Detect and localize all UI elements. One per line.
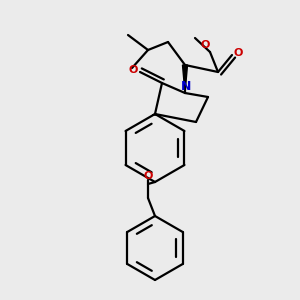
Polygon shape: [182, 65, 188, 93]
Text: N: N: [181, 80, 191, 94]
Text: O: O: [128, 65, 138, 75]
Text: O: O: [233, 48, 243, 58]
Text: O: O: [200, 40, 210, 50]
Polygon shape: [152, 114, 158, 115]
Text: O: O: [143, 171, 153, 181]
